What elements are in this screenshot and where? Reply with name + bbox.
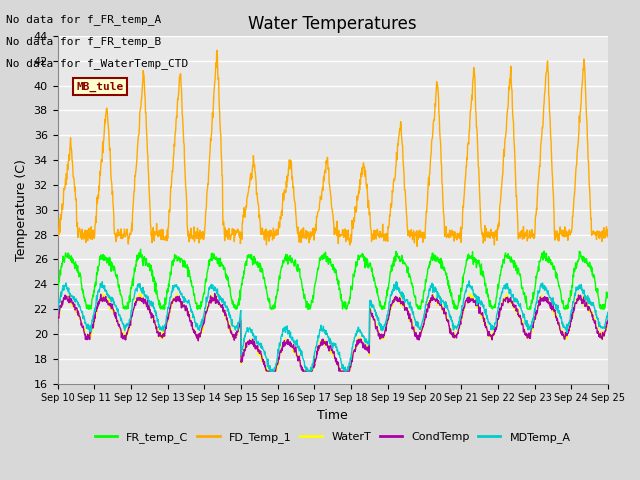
Y-axis label: Temperature (C): Temperature (C) xyxy=(15,159,28,261)
Text: MB_tule: MB_tule xyxy=(77,82,124,92)
Legend: FR_temp_C, FD_Temp_1, WaterT, CondTemp, MDTemp_A: FR_temp_C, FD_Temp_1, WaterT, CondTemp, … xyxy=(91,428,575,447)
X-axis label: Time: Time xyxy=(317,409,348,422)
Title: Water Temperatures: Water Temperatures xyxy=(248,15,417,33)
Text: No data for f_WaterTemp_CTD: No data for f_WaterTemp_CTD xyxy=(6,58,189,69)
Text: No data for f_FR_temp_A: No data for f_FR_temp_A xyxy=(6,14,162,25)
Text: No data for f_FR_temp_B: No data for f_FR_temp_B xyxy=(6,36,162,47)
